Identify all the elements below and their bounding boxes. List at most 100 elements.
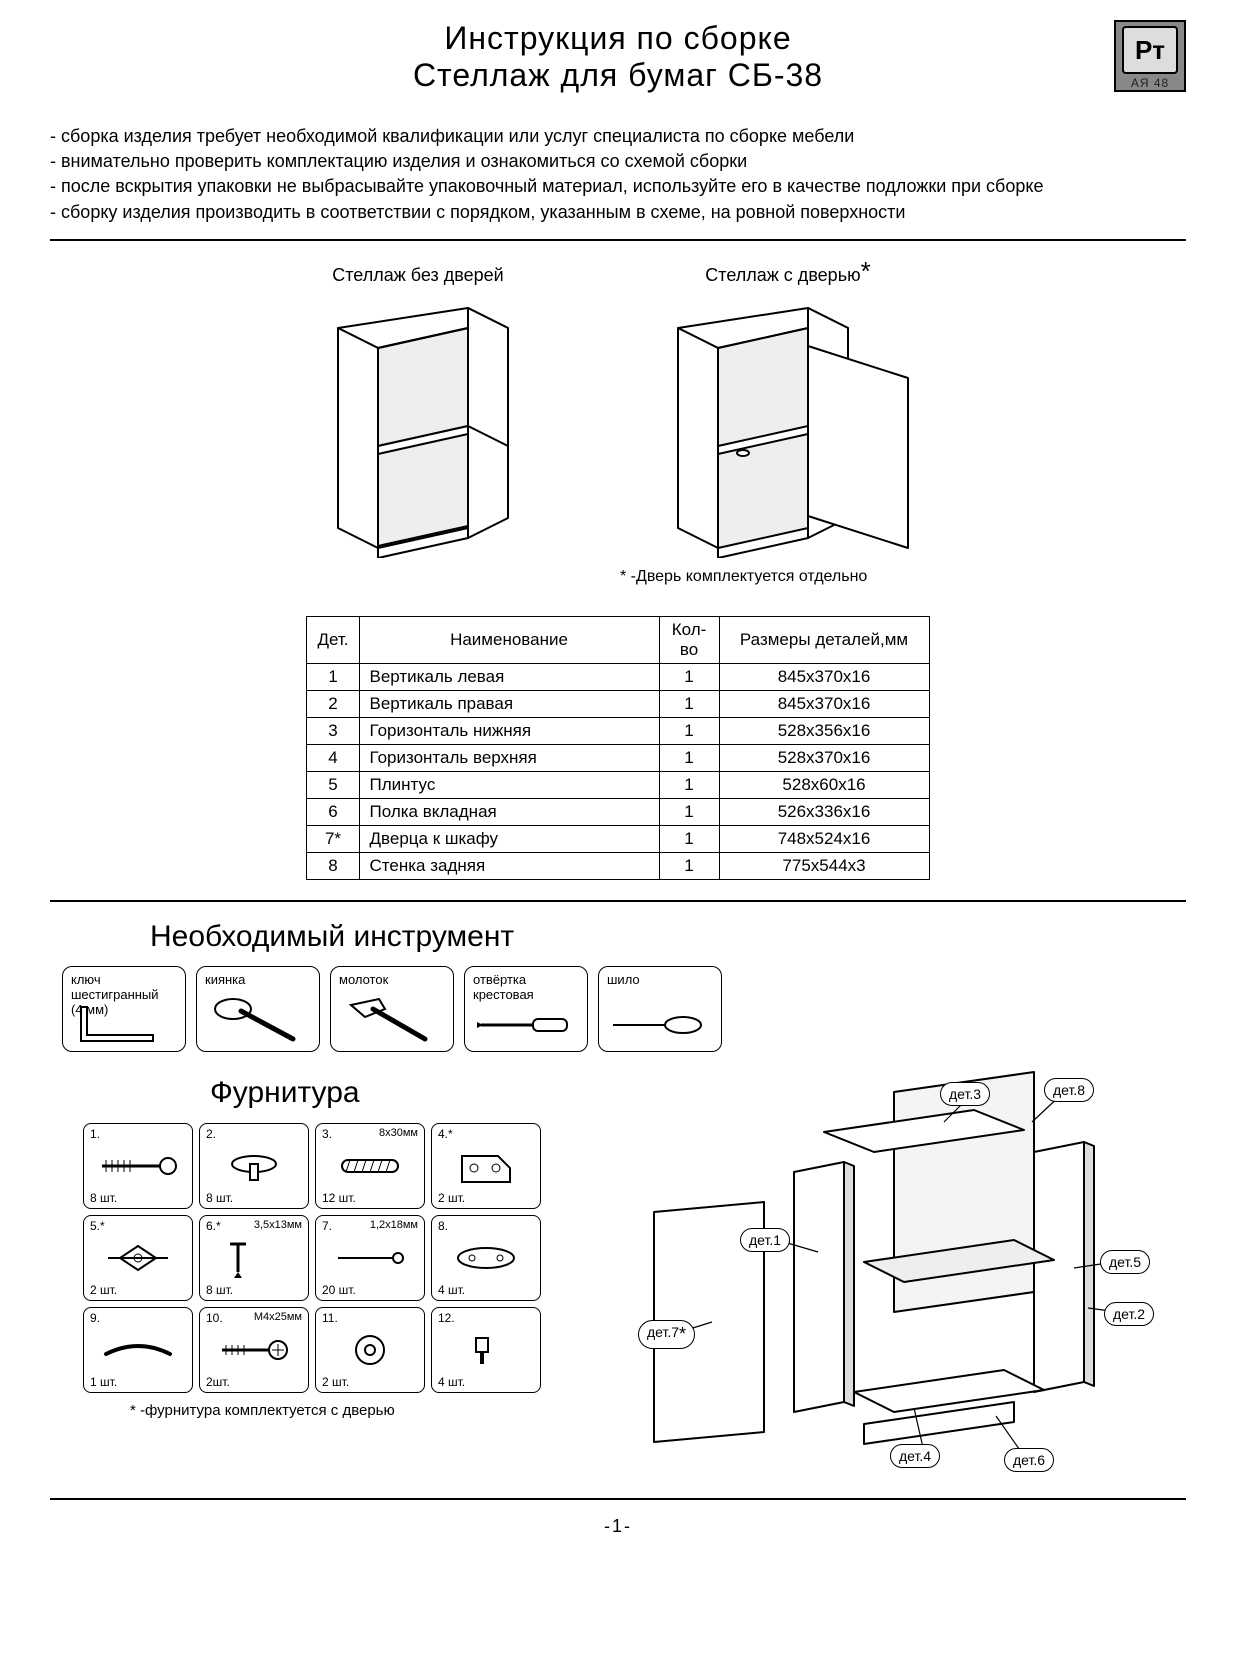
table-row: 1Вертикаль левая1845х370х16 bbox=[307, 663, 929, 690]
cell-name: Плинтус bbox=[359, 771, 659, 798]
hw-qty: 8 шт. bbox=[90, 1191, 117, 1205]
parts-table: Дет. Наименование Кол-во Размеры деталей… bbox=[306, 616, 929, 880]
hardware-cell: 5.* 2 шт. bbox=[83, 1215, 193, 1301]
cell-det: 6 bbox=[307, 798, 359, 825]
note-line: - внимательно проверить комплектацию изд… bbox=[50, 149, 1186, 174]
hardware-cell: 8. 4 шт. bbox=[431, 1215, 541, 1301]
tool-label: отвёртка крестовая bbox=[473, 973, 579, 1003]
hw-qty: 2 шт. bbox=[322, 1375, 349, 1389]
hw-num: 6.* bbox=[206, 1219, 221, 1233]
hardware-cell: 6.* 3,5х13мм 8 шт. bbox=[199, 1215, 309, 1301]
hw-qty: 2 шт. bbox=[90, 1283, 117, 1297]
hardware-cell: 3.8х30мм12 шт. bbox=[315, 1123, 425, 1209]
page-number: -1- bbox=[50, 1516, 1186, 1537]
hw-num: 3. bbox=[322, 1127, 332, 1141]
th-name: Наименование bbox=[359, 616, 659, 663]
label-det7: дет.7* bbox=[638, 1320, 695, 1349]
divider bbox=[50, 1498, 1186, 1500]
tool-awl: шило bbox=[598, 966, 722, 1052]
cell-name: Горизонталь нижняя bbox=[359, 717, 659, 744]
cell-dim: 528х370х16 bbox=[719, 744, 929, 771]
variant-without-door: Стеллаж без дверей bbox=[318, 265, 518, 558]
hw-dim: 3,5х13мм bbox=[254, 1219, 302, 1231]
cell-dim: 775х544х3 bbox=[719, 852, 929, 879]
hw-num: 5.* bbox=[90, 1219, 105, 1233]
hardware-grid: 1.8 шт.2.8 шт.3.8х30мм12 шт.4.*2 шт.5.*2… bbox=[80, 1120, 544, 1396]
variants-row: Стеллаж без дверей bbox=[50, 265, 1186, 558]
label-det4: дет.4 bbox=[890, 1444, 940, 1468]
label-det3: дет.3 bbox=[940, 1082, 990, 1106]
hardware-cell: 4.*2 шт. bbox=[431, 1123, 541, 1209]
cell-qty: 1 bbox=[659, 798, 719, 825]
mallet-icon bbox=[207, 991, 297, 1045]
th-det: Дет. bbox=[307, 616, 359, 663]
variant-b-label: Стеллаж с дверью bbox=[705, 265, 860, 285]
exploded-diagram-icon bbox=[594, 1052, 1154, 1482]
hw-num: 8. bbox=[438, 1219, 448, 1233]
note-line: - после вскрытия упаковки не выбрасывайт… bbox=[50, 174, 1186, 199]
notes-block: - сборка изделия требует необходимой ква… bbox=[50, 124, 1186, 225]
variant-with-door: Стеллаж с дверью* bbox=[658, 265, 918, 558]
hw-num: 4.* bbox=[438, 1127, 453, 1141]
hw-num: 1. bbox=[90, 1127, 100, 1141]
hw-qty: 4 шт. bbox=[438, 1375, 465, 1389]
cell-dim: 845х370х16 bbox=[719, 690, 929, 717]
cell-qty: 1 bbox=[659, 852, 719, 879]
hw-qty: 8 шт. bbox=[206, 1191, 233, 1205]
hw-qty: 8 шт. bbox=[206, 1283, 233, 1297]
cell-det: 1 bbox=[307, 663, 359, 690]
door-footnote: * -Дверь комплектуется отдельно bbox=[620, 568, 1186, 586]
hw-dim: М4х25мм bbox=[254, 1311, 302, 1323]
cell-det: 2 bbox=[307, 690, 359, 717]
hardware-cell: 1. 8 шт. bbox=[83, 1123, 193, 1209]
label-det5: дет.5 bbox=[1100, 1250, 1150, 1274]
screwdriver-icon bbox=[475, 1005, 571, 1045]
th-qty: Кол-во bbox=[659, 616, 719, 663]
hardware-cell: 2. 8 шт. bbox=[199, 1123, 309, 1209]
hw-num: 2. bbox=[206, 1127, 216, 1141]
th-dim: Размеры деталей,мм bbox=[719, 616, 929, 663]
hw-dim: 1,2х18мм bbox=[370, 1219, 418, 1231]
bookcase-no-door-icon bbox=[318, 298, 518, 558]
tool-label: киянка bbox=[205, 973, 311, 988]
label-det2: дет.2 bbox=[1104, 1302, 1154, 1326]
hardware-footnote: * -фурнитура комплектуется с дверью bbox=[130, 1402, 544, 1419]
tool-label: молоток bbox=[339, 973, 445, 988]
tool-hexkey: ключ шестигранный (4 мм) bbox=[62, 966, 186, 1052]
divider bbox=[50, 900, 1186, 902]
hw-num: 7. bbox=[322, 1219, 332, 1233]
hardware-cell: 10.М4х25мм2шт. bbox=[199, 1307, 309, 1393]
tool-hammer: молоток bbox=[330, 966, 454, 1052]
divider bbox=[50, 239, 1186, 241]
hardware-title: Фурнитура bbox=[210, 1076, 544, 1110]
variant-b-star: * bbox=[861, 256, 871, 286]
label-det8: дет.8 bbox=[1044, 1078, 1094, 1102]
cell-qty: 1 bbox=[659, 663, 719, 690]
cell-det: 5 bbox=[307, 771, 359, 798]
cell-qty: 1 bbox=[659, 771, 719, 798]
hw-num: 9. bbox=[90, 1311, 100, 1325]
cell-name: Стенка задняя bbox=[359, 852, 659, 879]
note-line: - сборку изделия производить в соответст… bbox=[50, 200, 1186, 225]
variant-a-label: Стеллаж без дверей bbox=[332, 265, 503, 286]
bookcase-with-door-icon bbox=[658, 298, 918, 558]
cell-name: Вертикаль левая bbox=[359, 663, 659, 690]
hw-qty: 20 шт. bbox=[322, 1283, 356, 1297]
hardware-cell: 12.4 шт. bbox=[431, 1307, 541, 1393]
table-row: 2Вертикаль правая1845х370х16 bbox=[307, 690, 929, 717]
table-row: 4Горизонталь верхняя1528х370х16 bbox=[307, 744, 929, 771]
header: Инструкция по сборке Стеллаж для бумаг С… bbox=[50, 20, 1186, 94]
tool-label: шило bbox=[607, 973, 713, 988]
note-line: - сборка изделия требует необходимой ква… bbox=[50, 124, 1186, 149]
cell-name: Полка вкладная bbox=[359, 798, 659, 825]
hw-dim: 8х30мм bbox=[379, 1127, 418, 1139]
hw-qty: 4 шт. bbox=[438, 1283, 465, 1297]
cell-det: 7* bbox=[307, 825, 359, 852]
cell-name: Вертикаль правая bbox=[359, 690, 659, 717]
hardware-block: Фурнитура 1.8 шт.2.8 шт.3.8х30мм12 шт.4.… bbox=[50, 1052, 544, 1419]
label-det1: дет.1 bbox=[740, 1228, 790, 1252]
table-row: 5Плинтус1528х60х16 bbox=[307, 771, 929, 798]
cell-dim: 845х370х16 bbox=[719, 663, 929, 690]
cell-det: 8 bbox=[307, 852, 359, 879]
cell-det: 4 bbox=[307, 744, 359, 771]
